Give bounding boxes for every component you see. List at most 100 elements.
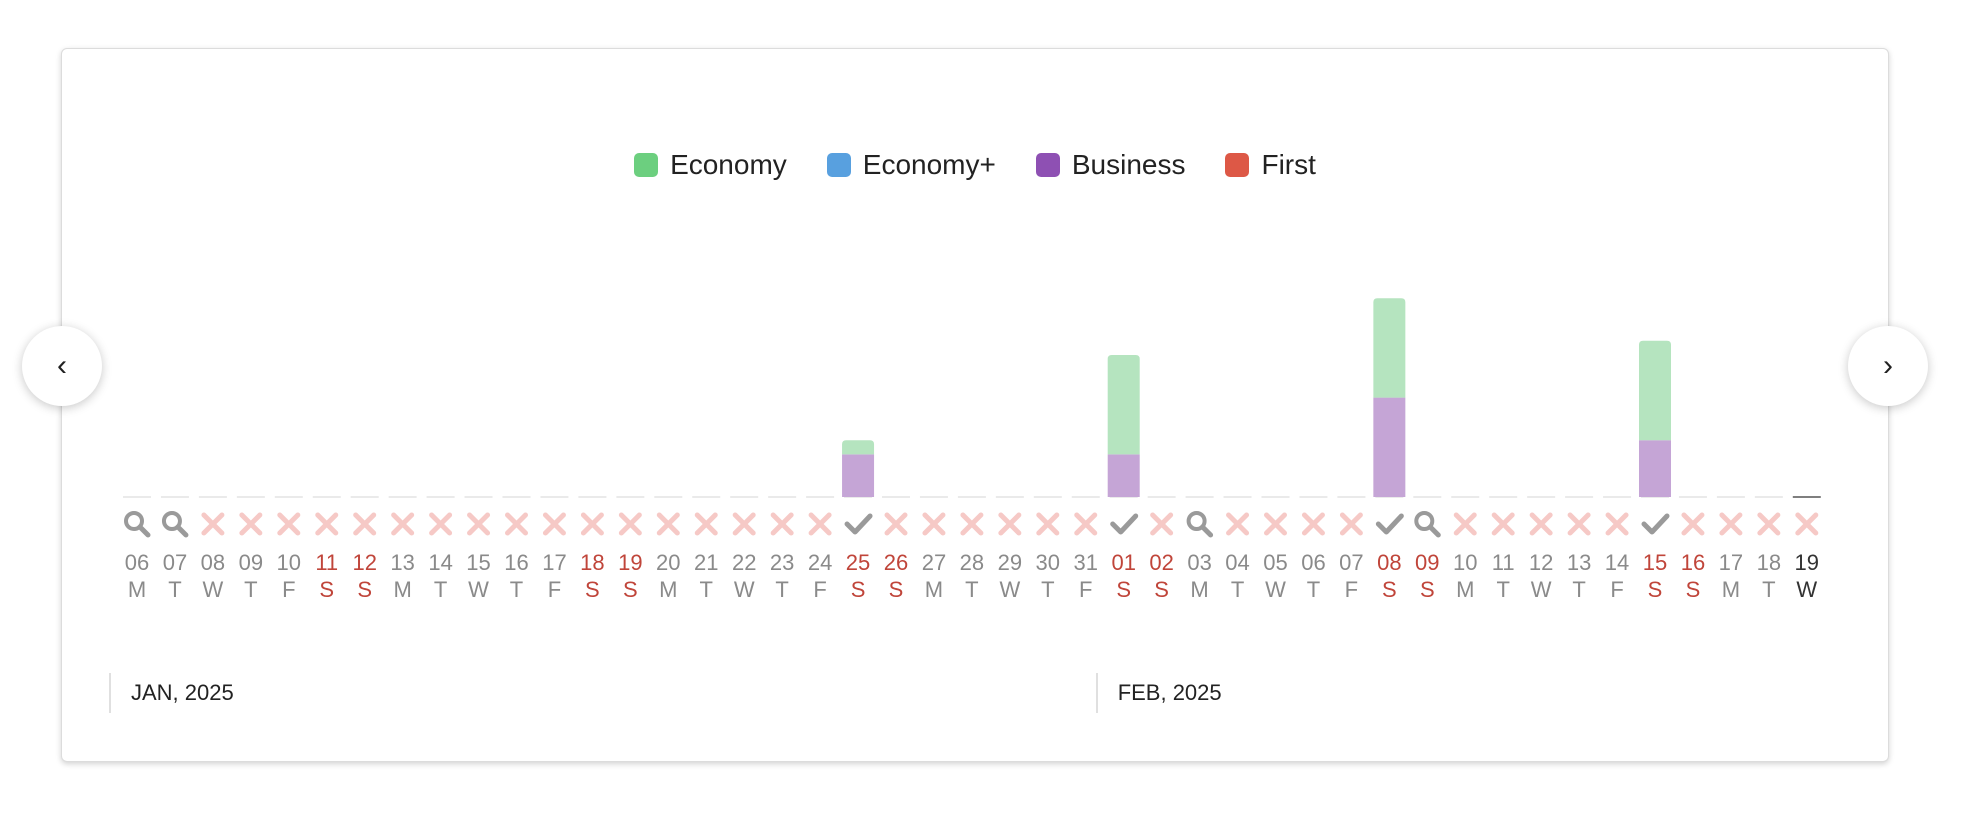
- day-of-week: F: [548, 577, 561, 602]
- day-number: 08: [201, 550, 225, 575]
- x-icon: [1264, 512, 1287, 536]
- day-of-week: T: [965, 577, 978, 602]
- x-icon: [1226, 512, 1250, 536]
- day-number: 04: [1225, 550, 1249, 575]
- day-number: 25: [846, 550, 870, 575]
- x-icon: [922, 512, 946, 536]
- legend-label-business: Business: [1071, 149, 1186, 180]
- availability-chart: 06M07T08W09T10F11S12S13M14T15W16T17F18S1…: [123, 298, 1821, 602]
- day-of-week: F: [1079, 577, 1092, 602]
- prev-button[interactable]: ‹: [22, 326, 102, 406]
- x-icon: [1339, 512, 1363, 536]
- day-number: 27: [922, 550, 946, 575]
- day-of-week: F: [813, 577, 826, 602]
- x-icon: [1605, 512, 1629, 536]
- day-number: 11: [315, 550, 338, 575]
- day-number: 17: [1719, 550, 1743, 575]
- bar-business: [1373, 397, 1406, 497]
- day-of-week: S: [889, 577, 904, 602]
- day-number: 18: [1757, 550, 1781, 575]
- x-icon: [770, 512, 794, 536]
- x-icon: [694, 512, 718, 536]
- day-number: 31: [1074, 550, 1098, 575]
- day-number: 29: [998, 550, 1022, 575]
- x-icon: [732, 512, 756, 536]
- legend-label-economy-plus: Economy+: [862, 149, 996, 180]
- legend-item-first[interactable]: First: [1225, 149, 1316, 181]
- x-icon: [1719, 512, 1743, 536]
- day-of-week: M: [128, 577, 146, 602]
- day-number: 16: [1681, 550, 1705, 575]
- day-number: 06: [125, 550, 149, 575]
- day-of-week: W: [734, 577, 755, 602]
- x-icon: [353, 512, 377, 536]
- day-number: 12: [352, 550, 376, 575]
- day-number: 08: [1377, 550, 1401, 575]
- day-number: 09: [1415, 550, 1439, 575]
- day-number: 03: [1187, 550, 1211, 575]
- legend-item-economy[interactable]: Economy: [634, 149, 787, 181]
- x-icon: [618, 512, 642, 536]
- day-number: 10: [1453, 550, 1477, 575]
- day-of-week: S: [1648, 577, 1663, 602]
- month-label-feb: FEB, 2025: [1095, 673, 1222, 713]
- day-number: 10: [277, 550, 301, 575]
- x-icon: [239, 512, 263, 536]
- day-number: 20: [656, 550, 680, 575]
- x-icon: [505, 512, 528, 536]
- legend-swatch-economy: [634, 153, 659, 177]
- day-number: 26: [884, 550, 908, 575]
- day-of-week: T: [510, 577, 523, 602]
- day-number: 19: [1795, 550, 1819, 575]
- day-number: 12: [1529, 550, 1553, 575]
- chart-legend: Economy Economy+ Business First: [62, 149, 1888, 181]
- day-of-week: F: [1610, 577, 1623, 602]
- legend-item-business[interactable]: Business: [1035, 149, 1186, 181]
- day-of-week: W: [1265, 577, 1286, 602]
- day-of-week: T: [1496, 577, 1509, 602]
- day-number: 13: [390, 550, 414, 575]
- month-label-jan: JAN, 2025: [109, 673, 234, 713]
- x-icon: [1036, 512, 1060, 536]
- day-number: 19: [618, 550, 642, 575]
- day-number: 24: [808, 550, 832, 575]
- day-number: 11: [1492, 550, 1515, 575]
- bar-economy: [1107, 355, 1140, 455]
- bar-economy: [842, 440, 875, 455]
- day-number: 14: [428, 550, 452, 575]
- day-number: 02: [1149, 550, 1173, 575]
- x-icon: [1491, 512, 1515, 536]
- day-of-week: W: [999, 577, 1020, 602]
- legend-item-economy-plus[interactable]: Economy+: [826, 149, 996, 181]
- legend-swatch-first: [1225, 153, 1250, 177]
- x-icon: [277, 512, 301, 536]
- bar-business: [842, 454, 875, 497]
- day-number: 23: [770, 550, 794, 575]
- day-of-week: S: [357, 577, 372, 602]
- next-button[interactable]: ›: [1848, 326, 1928, 406]
- day-of-week: M: [393, 577, 411, 602]
- x-icon: [467, 512, 491, 536]
- bar-economy: [1373, 298, 1406, 398]
- bar-business: [1639, 440, 1671, 497]
- day-of-week: F: [1345, 577, 1358, 602]
- day-of-week: T: [168, 577, 181, 602]
- day-of-week: T: [1307, 577, 1320, 602]
- chevron-left-icon: ‹: [57, 349, 67, 382]
- chevron-right-icon: ›: [1883, 349, 1893, 382]
- day-of-week: S: [851, 577, 866, 602]
- day-of-week: T: [775, 577, 788, 602]
- day-number: 30: [1036, 550, 1060, 575]
- day-of-week: T: [1572, 577, 1585, 602]
- search-icon: [124, 511, 151, 538]
- day-of-week: W: [1796, 577, 1817, 602]
- day-number: 07: [1339, 550, 1363, 575]
- x-icon: [1795, 512, 1819, 536]
- day-number: 07: [163, 550, 187, 575]
- x-icon: [656, 512, 680, 536]
- day-number: 17: [542, 550, 566, 575]
- bar-economy: [1639, 340, 1671, 441]
- x-icon: [960, 512, 984, 536]
- x-icon: [1074, 512, 1098, 536]
- day-of-week: S: [1154, 577, 1169, 602]
